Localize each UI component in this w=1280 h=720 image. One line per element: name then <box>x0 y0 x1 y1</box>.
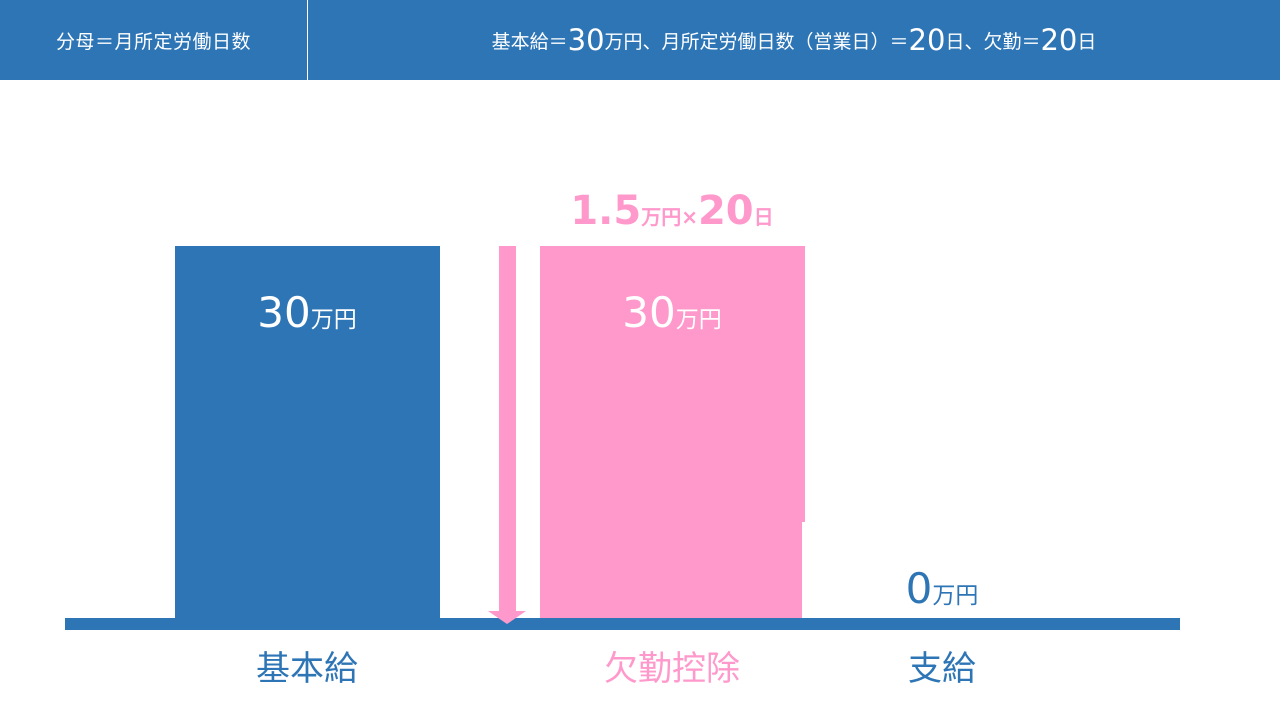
formula-rate-unit: 万円 <box>640 205 681 229</box>
header-conditions-part-6: 日 <box>1077 30 1097 53</box>
value-label-1-unit: 万円 <box>676 307 722 333</box>
header-divider <box>307 0 308 80</box>
deduction-arrow-head <box>488 611 526 624</box>
header-conditions-part-2: 万円、月所定労働日数（営業日）＝ <box>604 30 909 53</box>
x-axis-baseline <box>65 618 1180 630</box>
value-label-2-number: 0 <box>906 564 933 613</box>
header-bar: 分母＝月所定労働日数 基本給＝ 30 万円、月所定労働日数（営業日）＝ 20 日、欠勤＝… <box>0 0 1280 80</box>
formula-days-unit: 日 <box>754 205 774 229</box>
value-label-1: 30万円 <box>622 288 721 337</box>
deduction-arrow-shaft <box>499 246 516 612</box>
header-conditions-part-4: 日、欠勤＝ <box>945 30 1041 53</box>
header-conditions-part-5: 20 <box>1040 23 1078 57</box>
header-denominator-label: 分母＝月所定労働日数 <box>55 30 251 53</box>
header-conditions-part-0: 基本給＝ <box>491 30 568 53</box>
header-conditions: 基本給＝ 30 万円、月所定労働日数（営業日）＝ 20 日、欠勤＝ 20 日 <box>308 0 1280 80</box>
formula-days: 20 <box>698 188 754 234</box>
value-label-0-number: 30 <box>257 288 310 337</box>
category-label-0: 基本給 <box>256 649 358 689</box>
deduction-formula: 1.5万円×20日 <box>570 188 773 234</box>
value-label-2: 0万円 <box>906 564 979 613</box>
formula-rate: 1.5 <box>570 188 641 234</box>
value-label-0-unit: 万円 <box>311 307 357 333</box>
value-label-0: 30万円 <box>257 288 356 337</box>
header-conditions-part-1: 30 <box>567 23 605 57</box>
value-label-2-unit: 万円 <box>932 583 978 609</box>
bar-1-notch <box>802 522 806 618</box>
bar-1 <box>540 246 805 618</box>
header-conditions-part-3: 20 <box>908 23 946 57</box>
formula-times: × <box>681 205 698 229</box>
category-label-2: 支給 <box>908 649 976 689</box>
bar-0 <box>175 246 440 618</box>
category-label-1: 欠勤控除 <box>604 649 740 689</box>
value-label-1-number: 30 <box>622 288 675 337</box>
